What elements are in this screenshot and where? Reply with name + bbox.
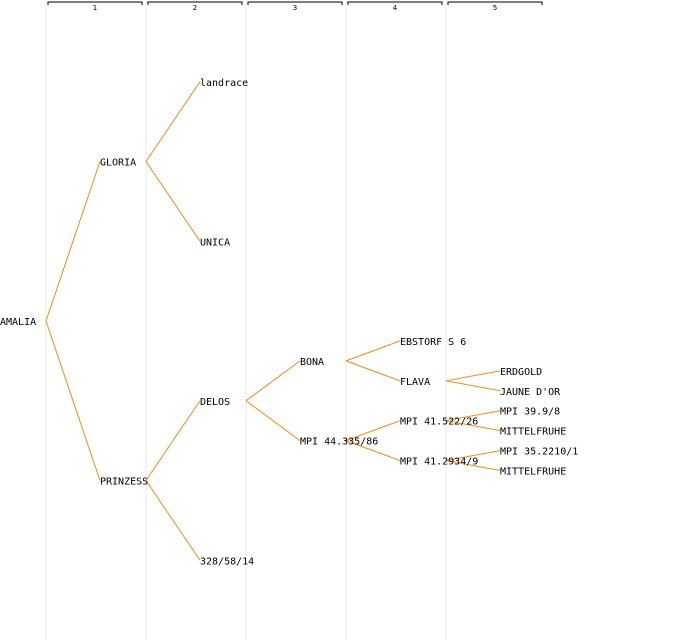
node-amalia[interactable]: AMALIA (0, 317, 36, 328)
tree-edge (345, 360, 401, 382)
node-flava[interactable]: FLAVA (400, 377, 430, 388)
column-bracket (247, 1, 343, 5)
column-bracket (147, 1, 243, 5)
node-mpi-35-2210-1[interactable]: MPI 35.2210/1 (500, 447, 578, 458)
tree-edge (245, 400, 301, 442)
tree-edge (345, 420, 401, 442)
node-mittelfruhe[interactable]: MITTELFRUHE (500, 427, 566, 438)
tree-edges (45, 81, 501, 561)
node-mittelfruhe[interactable]: MITTELFRUHE (500, 467, 566, 478)
tree-nodes: landrace UNICA GLORIA EBSTORF S 6 ERDGOLD JAU… (0, 78, 578, 568)
node-bona[interactable]: BONA (300, 357, 324, 368)
node-unica[interactable]: UNICA (200, 237, 230, 248)
column-number: 3 (293, 4, 297, 12)
node-gloria[interactable]: GLORIA (100, 158, 136, 169)
node-mpi-39-9-8[interactable]: MPI 39.9/8 (500, 407, 560, 418)
tree-edge (45, 320, 101, 481)
node-mpi-41-522-26[interactable]: MPI 41.522/26 (400, 417, 478, 428)
tree-edge (145, 480, 201, 561)
node-erdgold[interactable]: ERDGOLD (500, 367, 542, 378)
tree-edge (45, 161, 101, 322)
tree-edge (445, 410, 501, 422)
tree-edge (345, 340, 401, 362)
column-bracket (347, 1, 443, 5)
column-number: 1 (93, 4, 97, 12)
column-bracket (47, 1, 143, 5)
tree-edge (145, 400, 201, 481)
tree-edge (445, 380, 501, 392)
tree-edge (445, 460, 501, 472)
node-delos[interactable]: DELOS (200, 397, 230, 408)
column-number: 2 (193, 4, 197, 12)
node-landrace[interactable]: landrace (200, 78, 248, 89)
tree-edge (145, 81, 201, 162)
column-bracket (447, 1, 543, 5)
node-mpi-44-335-86[interactable]: MPI 44.335/86 (300, 437, 378, 448)
tree-edge (145, 161, 201, 242)
column-number: 4 (393, 4, 398, 12)
column-guides (45, 2, 447, 640)
column-number: 5 (493, 4, 497, 12)
tree-edge (445, 420, 501, 432)
node-ebstorf-s-6[interactable]: EBSTORF S 6 (400, 337, 466, 348)
node-jaune-d-or[interactable]: JAUNE D'OR (500, 387, 561, 398)
tree-edge (245, 360, 301, 402)
column-headers: 1 2 3 4 5 (47, 1, 543, 12)
tree-edge (345, 440, 401, 462)
tree-edge (445, 450, 501, 462)
node-mpi-41-2934-9[interactable]: MPI 41.2934/9 (400, 457, 478, 468)
node-prinzess[interactable]: PRINZESS (100, 477, 148, 488)
node-328-58-14[interactable]: 328/58/14 (200, 556, 254, 567)
tree-edge (445, 370, 501, 382)
